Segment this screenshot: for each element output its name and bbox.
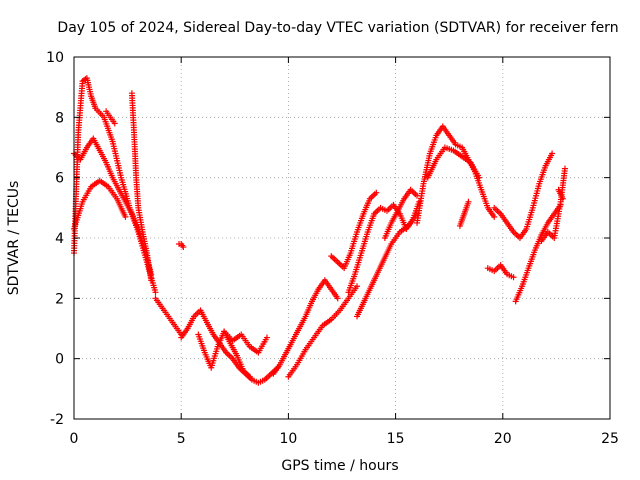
- series-track-s: [456, 198, 472, 229]
- series-track-n: [345, 198, 423, 296]
- y-tick-label: -2: [50, 412, 64, 428]
- data-point: [561, 165, 568, 172]
- series-track-h: [195, 328, 253, 380]
- series-track-c: [71, 177, 129, 232]
- y-axis-label: SDTVAR / TECUs: [6, 181, 22, 296]
- data-point: [510, 274, 517, 281]
- data-point: [491, 213, 498, 220]
- x-axis-label: GPS time / hours: [281, 458, 398, 474]
- x-tick-label: 5: [177, 431, 186, 447]
- data-point: [559, 195, 566, 202]
- grid-lines: [74, 57, 610, 419]
- y-tick-label: 0: [55, 352, 64, 368]
- data-point: [334, 295, 341, 302]
- data-point: [111, 120, 118, 127]
- x-tick-label: 20: [494, 431, 512, 447]
- series-track-x: [555, 186, 566, 202]
- data-point: [373, 189, 380, 196]
- data-point: [148, 277, 155, 284]
- series-track-f: [152, 295, 185, 338]
- series-track-p: [381, 186, 421, 241]
- data-point: [549, 150, 556, 157]
- data-points: [71, 75, 568, 386]
- y-tick-label: 2: [55, 291, 64, 307]
- data-point: [122, 213, 129, 220]
- x-tick-label: 25: [601, 431, 619, 447]
- series-track-g: [178, 307, 281, 386]
- series-track-u: [512, 201, 564, 305]
- series-track-l: [285, 283, 361, 380]
- series-track-k: [270, 277, 341, 377]
- data-point: [354, 283, 361, 290]
- series-track-q: [414, 123, 498, 226]
- series-track-i: [221, 328, 270, 356]
- x-tick-label: 0: [70, 431, 79, 447]
- y-tick-label: 10: [46, 50, 64, 66]
- data-point: [180, 244, 187, 251]
- series-track-r: [424, 144, 483, 181]
- axis-ticks: 0 5 10 15 20 25 -2 0 2 4 6 8 10: [46, 50, 619, 447]
- x-tick-label: 10: [279, 431, 297, 447]
- data-point: [465, 198, 472, 205]
- series-track-b: [71, 135, 155, 278]
- data-point: [246, 373, 253, 380]
- series-track-w: [484, 262, 517, 281]
- series-track-o: [354, 210, 421, 320]
- x-tick-label: 15: [387, 431, 405, 447]
- y-tick-label: 4: [55, 231, 64, 247]
- data-point: [152, 289, 159, 296]
- y-tick-label: 8: [55, 110, 64, 126]
- series-track-j: [176, 241, 187, 251]
- series-track-e: [128, 90, 155, 284]
- data-point: [476, 174, 483, 181]
- chart-title: Day 105 of 2024, Sidereal Day-to-day VTE…: [57, 20, 618, 36]
- series-track-m: [328, 189, 380, 272]
- series-track-d: [103, 108, 118, 127]
- y-tick-label: 6: [55, 171, 64, 187]
- data-point: [263, 334, 270, 341]
- series-track-t: [491, 150, 556, 241]
